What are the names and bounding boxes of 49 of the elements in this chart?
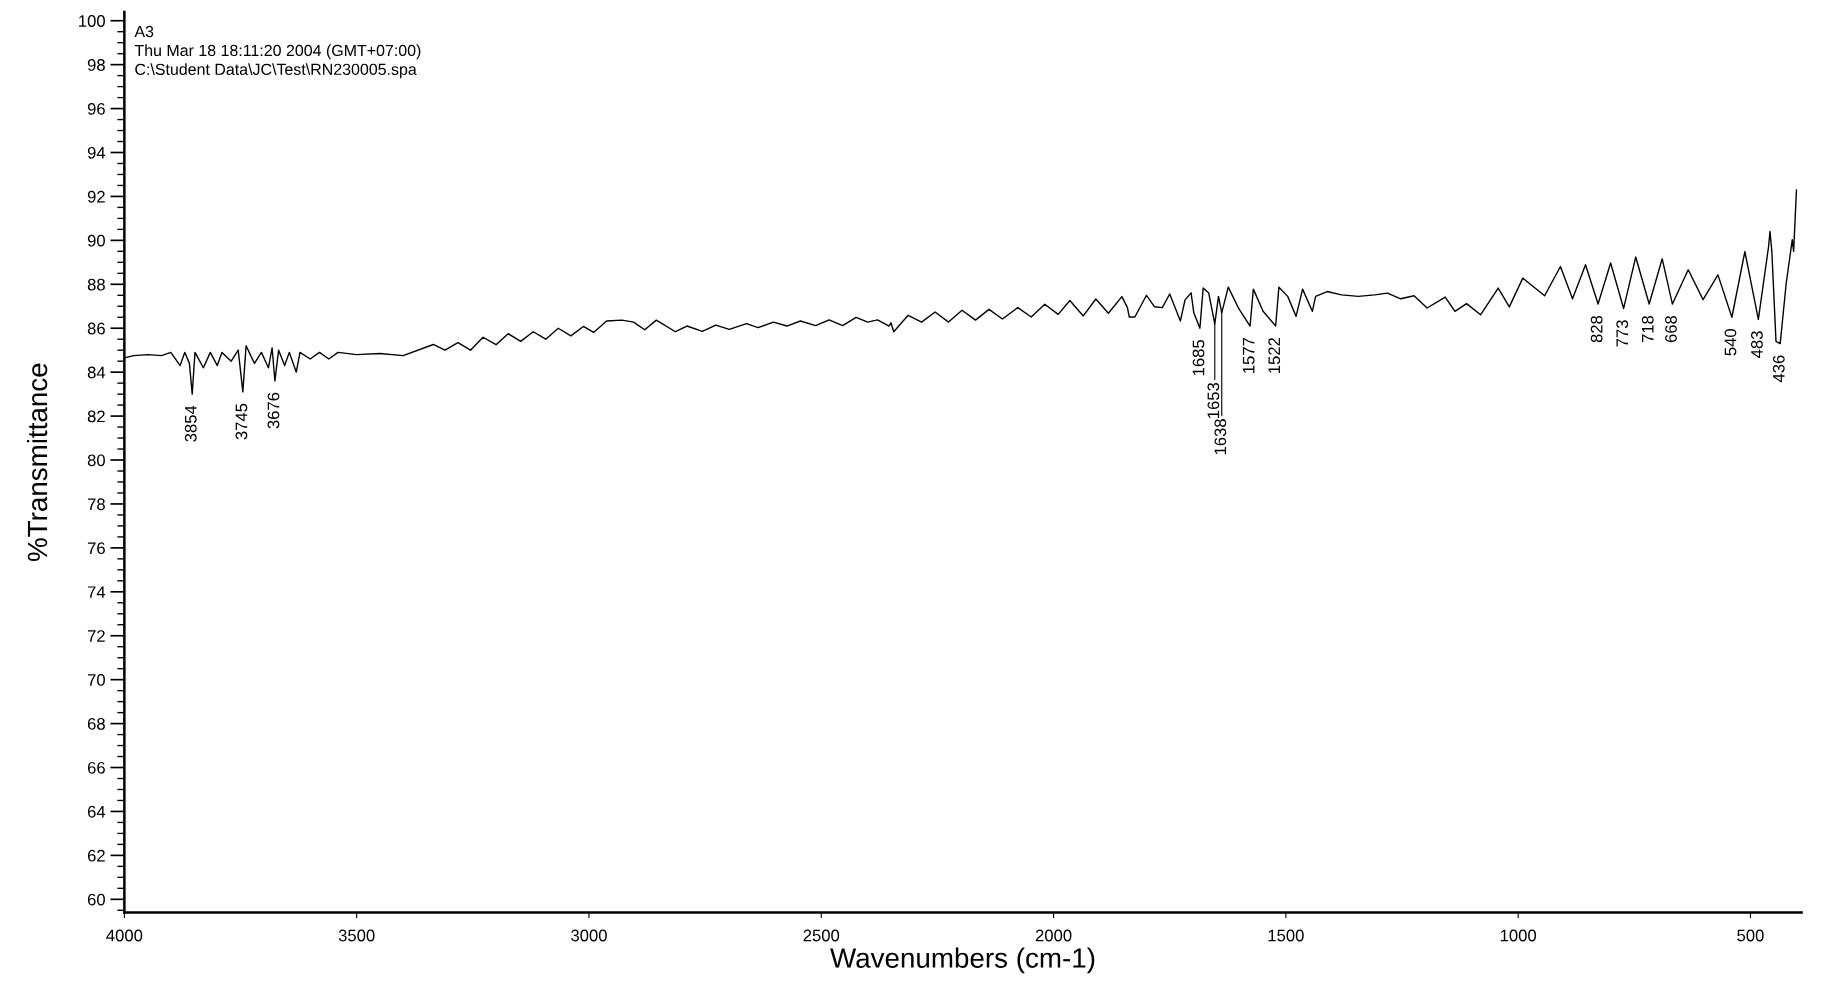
y-tick-label: 66: [87, 761, 105, 774]
y-tick-label: 60: [87, 893, 105, 906]
y-tick-label: 64: [87, 805, 106, 818]
y-tick-label: 88: [87, 278, 105, 291]
y-tick-label: 62: [87, 849, 105, 862]
annotation: 3854: [184, 405, 197, 442]
y-tick-label: 82: [87, 410, 105, 423]
y-tick-label: 84: [87, 366, 106, 379]
annotation: 3676: [267, 392, 280, 429]
y-tick-label: 74: [87, 586, 106, 598]
y-tick-label: 68: [87, 717, 105, 730]
y-tick-label: 86: [87, 322, 105, 335]
annotation: 483: [1751, 331, 1763, 358]
x-tick-label: 1000: [1500, 929, 1537, 942]
y-tick-label: 90: [87, 234, 105, 247]
y-tick-label: 96: [87, 102, 105, 115]
annotation: 540: [1724, 329, 1737, 356]
y-tick-label: 78: [87, 498, 105, 511]
x-tick-label: 1500: [1268, 929, 1304, 942]
y-tick-label: 94: [87, 146, 106, 159]
annotation: 1685: [1192, 340, 1205, 376]
y-tick-label: 76: [87, 542, 105, 555]
annotation: 828: [1590, 315, 1603, 343]
annotation: 1653: [1207, 382, 1220, 418]
annotation: 1522: [1268, 337, 1281, 373]
x-tick-label: 4000: [106, 929, 143, 942]
annotation: 436: [1772, 355, 1785, 383]
y-tick-label: 92: [87, 190, 105, 203]
y-tick-label: 70: [87, 674, 105, 686]
x-axis-title: Wavenumbers (cm-1): [830, 947, 1095, 974]
annotation: 668: [1665, 315, 1677, 343]
annotation: 3745: [235, 403, 248, 440]
annotation: C:\Student Data\JC\Test\RN230005.spa: [135, 63, 417, 79]
y-tick-label: 80: [87, 454, 105, 467]
x-tick-label: 3000: [571, 929, 607, 942]
x-tick-label: 2500: [803, 929, 840, 942]
x-tick-label: 2000: [1035, 929, 1072, 942]
y-tick-label: 100: [79, 15, 105, 27]
annotation: 1577: [1242, 337, 1255, 373]
annotation: 1638: [1214, 419, 1227, 455]
y-tick-label: 98: [87, 59, 105, 71]
y-axis-title: %Transmittance: [26, 363, 48, 562]
annotation: Thu Mar 18 18:11:20 2004 (GMT+07:00): [134, 44, 421, 60]
annotation: 773: [1616, 320, 1629, 347]
y-tick-label: 72: [87, 630, 105, 642]
annotation: A3: [134, 25, 154, 38]
annotation: 718: [1641, 315, 1654, 343]
x-tick-label: 3500: [338, 929, 375, 942]
x-tick-label: 500: [1737, 929, 1764, 942]
